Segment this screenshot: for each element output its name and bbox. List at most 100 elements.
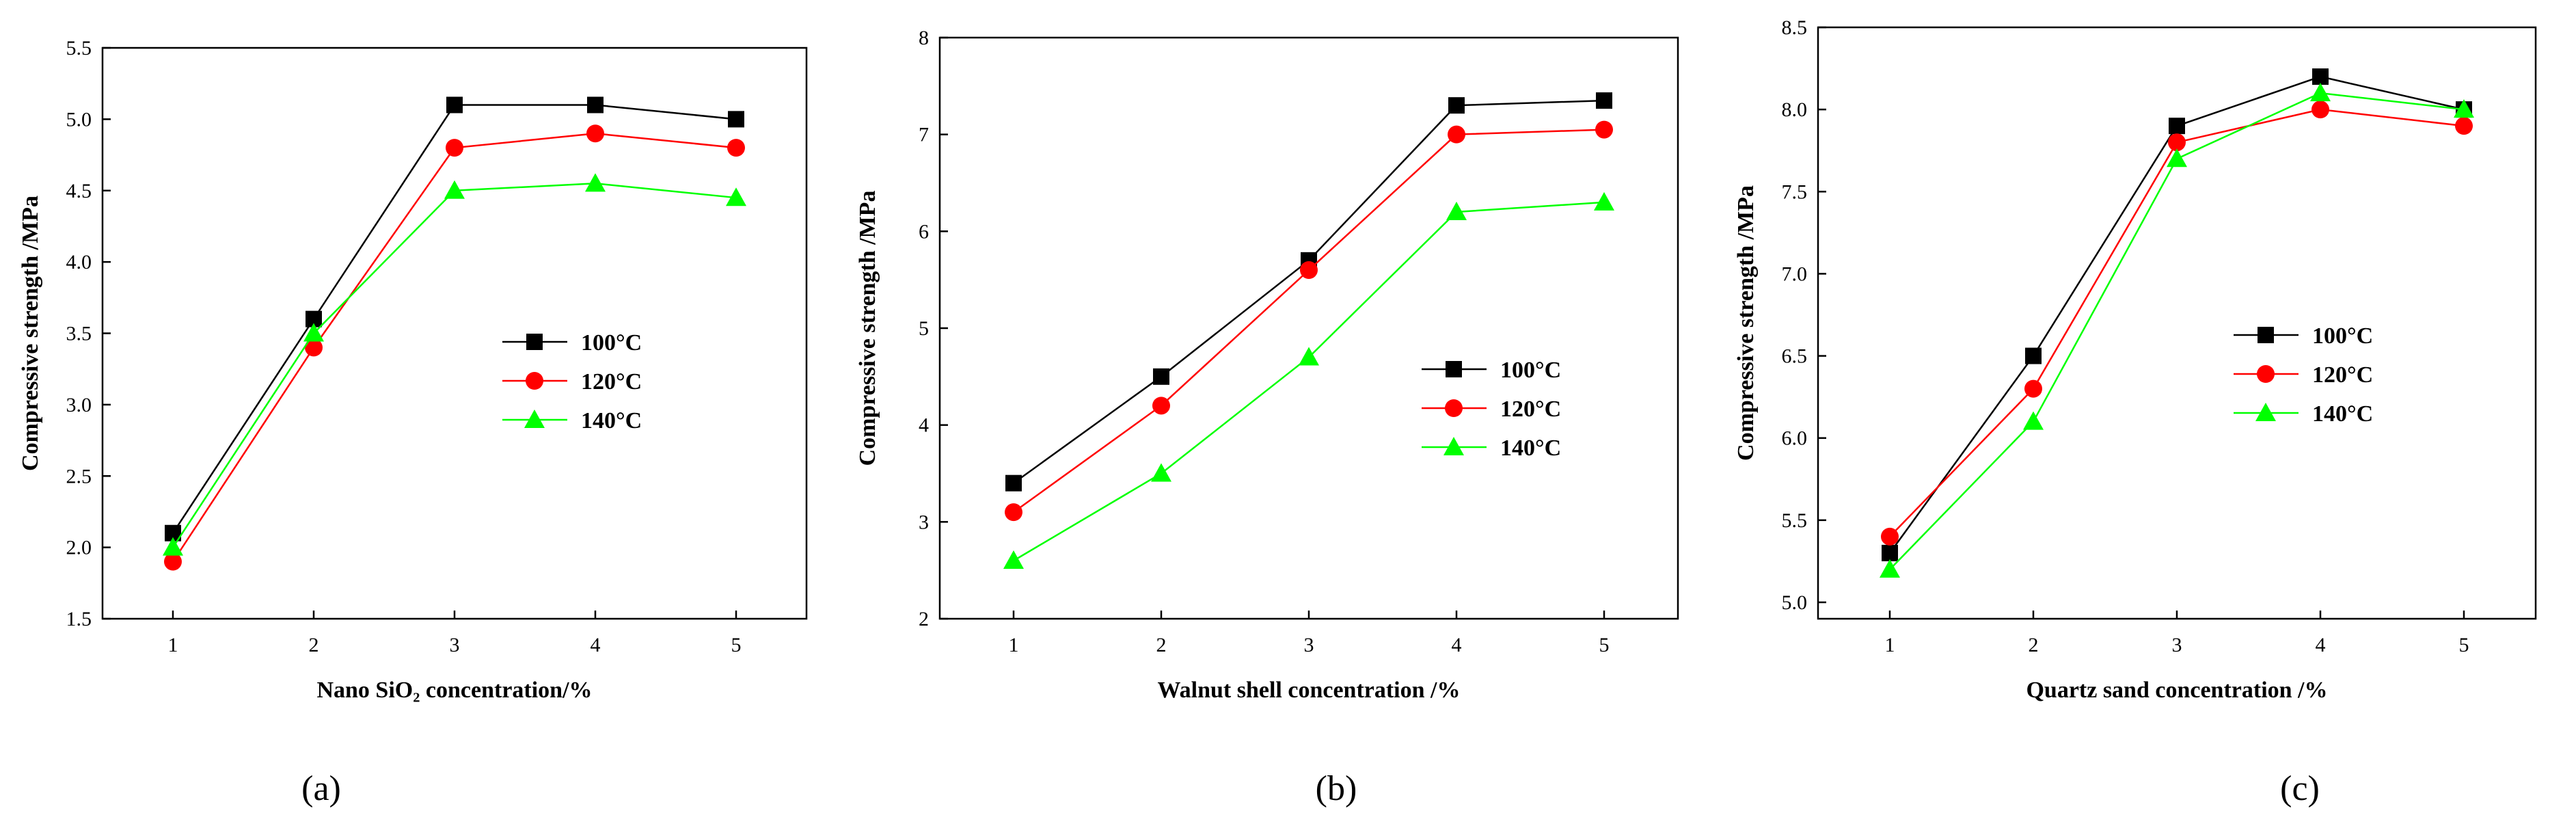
data-point-series-1 — [2025, 347, 2042, 364]
x-tick-label: 5 — [1599, 634, 1610, 656]
plot-frame — [1817, 26, 2537, 620]
y-tick-label: 6.0 — [1782, 427, 1808, 450]
x-tick-label: 1 — [1885, 634, 1895, 656]
y-tick-label: 2.5 — [66, 465, 92, 487]
data-point-series-1 — [446, 96, 463, 113]
y-tick-label: 5 — [919, 317, 929, 340]
panel-label: (b) — [1316, 769, 1357, 808]
data-point-series-3 — [1880, 559, 1900, 578]
x-tick-label: 3 — [1304, 634, 1314, 656]
legend-label: 120°C — [1500, 397, 1561, 422]
legend-marker — [2255, 403, 2276, 421]
y-tick-label: 7.5 — [1782, 180, 1808, 203]
y-tick-label: 8.5 — [1782, 16, 1808, 39]
data-point-series-2 — [446, 139, 463, 157]
y-tick-label: 2 — [919, 608, 929, 630]
data-point-series-2 — [727, 139, 745, 157]
y-tick-label: 5.5 — [66, 37, 92, 59]
data-point-series-1 — [587, 96, 604, 113]
legend-marker — [1443, 437, 1464, 455]
y-tick-label: 4 — [919, 414, 929, 437]
data-point-series-2 — [2455, 117, 2473, 135]
data-point-series-3 — [585, 173, 606, 192]
y-tick-label: 6.5 — [1782, 345, 1808, 368]
y-axis-title: Compressive strength /MPa — [18, 196, 43, 471]
data-point-series-1 — [1596, 92, 1612, 109]
data-point-series-2 — [305, 338, 323, 357]
data-point-series-3 — [2023, 411, 2044, 430]
y-tick-label: 5.5 — [1782, 509, 1808, 532]
series-line-1 — [172, 104, 737, 534]
y-tick-label: 8.0 — [1782, 98, 1808, 121]
y-tick-label: 4.0 — [66, 251, 92, 273]
data-point-series-2 — [1300, 261, 1318, 279]
data-point-series-1 — [2312, 68, 2329, 85]
x-axis-title: Quartz sand concentration /% — [2026, 678, 2327, 703]
data-point-series-2 — [1448, 125, 1465, 144]
data-point-series-3 — [2167, 148, 2187, 168]
data-point-series-2 — [1881, 527, 1899, 546]
data-point-series-2 — [2168, 133, 2186, 152]
y-tick-label: 7.0 — [1782, 263, 1808, 285]
legend-marker — [2257, 365, 2275, 383]
x-tick-label: 4 — [1452, 634, 1462, 656]
panel-label: (c) — [2280, 769, 2320, 808]
x-axis-title: Nano SiO₂ concentration/% — [316, 678, 592, 703]
legend-label: 120°C — [581, 369, 642, 394]
data-point-series-3 — [726, 187, 746, 206]
y-tick-label: 3.5 — [66, 323, 92, 345]
plot-frame — [938, 36, 1679, 620]
legend-marker — [526, 372, 543, 390]
y-tick-label: 7 — [919, 124, 929, 146]
series-line-2 — [1889, 108, 2465, 537]
x-tick-label: 2 — [1156, 634, 1167, 656]
data-point-series-3 — [444, 180, 465, 199]
x-tick-label: 1 — [168, 634, 178, 656]
y-tick-label: 8 — [919, 27, 929, 49]
y-tick-label: 1.5 — [66, 608, 92, 630]
data-point-series-2 — [2311, 101, 2329, 119]
data-point-series-3 — [303, 323, 324, 342]
data-point-series-2 — [1005, 503, 1022, 522]
data-point-series-2 — [2024, 379, 2042, 398]
legend-marker — [2258, 327, 2274, 343]
legend-marker — [524, 410, 545, 428]
y-tick-label: 5.0 — [1782, 591, 1808, 614]
x-tick-label: 5 — [2459, 634, 2469, 656]
y-tick-label: 6 — [919, 220, 929, 243]
legend-label: 100°C — [2312, 323, 2373, 349]
x-tick-label: 3 — [2172, 634, 2182, 656]
x-tick-label: 1 — [1009, 634, 1019, 656]
legend-label: 100°C — [1500, 358, 1561, 383]
chart-panel-3: 5.0 5.5 6.0 6.5 7.0 7.5 8.0 8.5 1 2 3 4 5 Quartz sand… — [1733, 16, 2537, 808]
series-line-1 — [1013, 99, 1605, 484]
x-tick-label: 4 — [2316, 634, 2326, 656]
data-point-series-3 — [2454, 99, 2474, 118]
data-point-series-1 — [728, 111, 744, 128]
chart-panel-2: 2 3 4 5 6 7 8 1 2 3 4 5 Walnut shell concentration /… — [855, 27, 1679, 808]
data-point-series-2 — [164, 552, 182, 571]
x-tick-label: 3 — [450, 634, 460, 656]
plot-frame — [101, 46, 808, 620]
data-point-series-3 — [1299, 347, 1319, 366]
data-point-series-2 — [1152, 397, 1170, 415]
legend-label: 120°C — [2312, 362, 2373, 388]
x-tick-label: 5 — [731, 634, 742, 656]
x-tick-label: 4 — [591, 634, 601, 656]
y-axis-title: Compressive strength /MPa — [855, 191, 880, 466]
data-point-series-1 — [2169, 118, 2185, 135]
y-tick-label: 2.0 — [66, 537, 92, 559]
y-tick-label: 5.0 — [66, 108, 92, 131]
legend-label: 140°C — [1500, 436, 1561, 461]
data-point-series-3 — [1594, 191, 1614, 211]
data-point-series-1 — [1005, 474, 1022, 492]
panel-label: (a) — [301, 769, 341, 808]
legend-label: 140°C — [581, 408, 642, 433]
legend-marker — [1446, 361, 1462, 377]
y-axis-title: Compressive strength /MPa — [1733, 185, 1759, 461]
data-point-series-1 — [1153, 368, 1169, 385]
legend-marker — [1445, 399, 1463, 417]
legend-label: 140°C — [2312, 401, 2373, 427]
x-axis-title: Walnut shell concentration /% — [1158, 678, 1461, 703]
